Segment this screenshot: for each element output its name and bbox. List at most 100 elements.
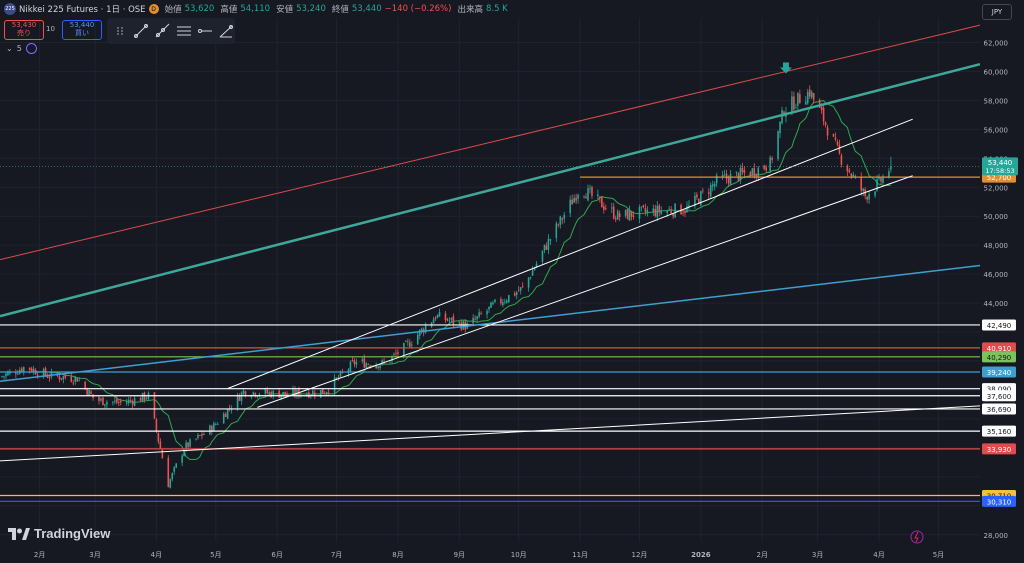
buy-button[interactable]: 53,440 買い <box>62 20 102 40</box>
collapse-chevron-icon[interactable]: ⌄ <box>6 44 13 53</box>
time-axis[interactable]: 2月 3月 4月 5月 6月 7月 8月 9月 10月 11月 12月 2026 2月 3月 4月 5月 <box>34 551 944 559</box>
parallel-channel-icon[interactable] <box>175 22 192 40</box>
candle-body <box>185 442 187 450</box>
candle-body <box>547 238 550 250</box>
indicator-settings-icon[interactable] <box>25 43 37 54</box>
candle-body <box>321 388 324 394</box>
candle-body <box>751 168 754 175</box>
candle-body <box>577 194 579 199</box>
trend-line[interactable] <box>0 405 981 462</box>
market-status-icon[interactable]: D <box>148 4 159 14</box>
candle-body <box>272 390 275 397</box>
candle-body <box>308 392 310 398</box>
trend-line[interactable] <box>0 62 981 318</box>
candle-body <box>375 365 377 369</box>
symbol-title[interactable]: Nikkei 225 Futures · 1日 · OSE <box>19 5 146 15</box>
candle-body <box>74 376 77 382</box>
candle-body <box>351 360 354 361</box>
logo-text: TradingView <box>34 526 111 541</box>
low-label: 安値 <box>276 5 294 15</box>
candle-body <box>767 171 769 173</box>
high-value: 54,110 <box>240 4 271 14</box>
indicator-legend[interactable]: ⌄ 5 <box>6 43 37 54</box>
trend-angle-icon[interactable] <box>218 22 235 40</box>
level-label-bg <box>982 425 1016 437</box>
tradingview-logo[interactable]: TradingView <box>8 526 110 541</box>
candle-body <box>98 397 100 401</box>
horizontal-ray-icon[interactable] <box>196 22 213 40</box>
candle-body <box>125 402 128 404</box>
candle-body <box>515 292 518 295</box>
candle-body <box>72 382 75 384</box>
candle-body <box>161 449 164 459</box>
quantity-field[interactable]: 10 <box>46 25 55 33</box>
candle-body <box>173 467 176 472</box>
grid-handle-icon[interactable] <box>111 22 128 40</box>
candle-body <box>84 381 86 389</box>
candle-body <box>822 107 825 122</box>
trend-line[interactable] <box>257 175 913 408</box>
candle-body <box>349 361 352 372</box>
candle-body <box>614 218 617 220</box>
candle-body <box>721 175 724 178</box>
candle-body <box>159 441 162 450</box>
trend-lines[interactable] <box>0 24 981 462</box>
candle-body <box>434 317 437 320</box>
candle-body <box>555 223 558 238</box>
currency-selector[interactable]: JPY <box>982 4 1012 20</box>
last-price-countdown: 17:58:53 <box>985 167 1014 175</box>
candle-body <box>240 392 243 402</box>
candle-body <box>216 423 219 425</box>
candle-body <box>361 359 364 362</box>
lightning-icon[interactable] <box>910 530 924 544</box>
candle-body <box>583 196 585 197</box>
candle-body <box>882 176 884 183</box>
candle-body <box>654 208 657 217</box>
candle-body <box>698 199 700 204</box>
candle-body <box>519 287 522 291</box>
candle-body <box>670 210 672 214</box>
candle-body <box>355 361 358 365</box>
candle-body <box>70 376 73 382</box>
candle-body <box>818 99 821 108</box>
candle-body <box>850 173 853 177</box>
candle-body <box>688 205 690 208</box>
trend-line[interactable] <box>0 24 981 261</box>
candle-body <box>880 178 882 182</box>
trend-line[interactable] <box>0 264 981 383</box>
candle-body <box>852 175 855 177</box>
candle-body <box>116 399 118 403</box>
candle-body <box>383 361 385 363</box>
candle-body <box>603 206 605 210</box>
candle-body <box>771 157 773 160</box>
candle-body <box>30 368 33 372</box>
candle-body <box>458 321 461 323</box>
candle-body <box>424 325 427 333</box>
trend-line[interactable] <box>227 118 913 389</box>
candle-body <box>490 302 492 308</box>
candle-body <box>834 137 837 140</box>
x-tick-label: 8月 <box>392 551 403 559</box>
candle-body <box>209 425 211 435</box>
price-axis[interactable]: 28,00044,00046,00048,00050,00052,00054,0… <box>980 0 1024 563</box>
candle-body <box>181 455 183 463</box>
candle-body <box>256 396 259 398</box>
candle-body <box>492 302 494 305</box>
candle-body <box>353 360 356 365</box>
level-label: 30,310 <box>987 498 1012 506</box>
trendline-icon[interactable] <box>132 22 149 40</box>
sell-button[interactable]: 53,430 売り <box>4 20 44 40</box>
candle-body <box>213 423 215 432</box>
ray-icon[interactable] <box>154 22 171 40</box>
candle-body <box>242 390 245 394</box>
candle-body <box>215 424 217 425</box>
candle-body <box>1 376 3 378</box>
candle-body <box>280 395 282 399</box>
level-label-bg <box>982 495 1016 507</box>
candle-body <box>826 127 829 136</box>
candle-body <box>624 209 627 216</box>
y-tick-label: 44,000 <box>984 300 1009 308</box>
candle-body <box>666 210 668 214</box>
candle-body <box>133 398 136 406</box>
